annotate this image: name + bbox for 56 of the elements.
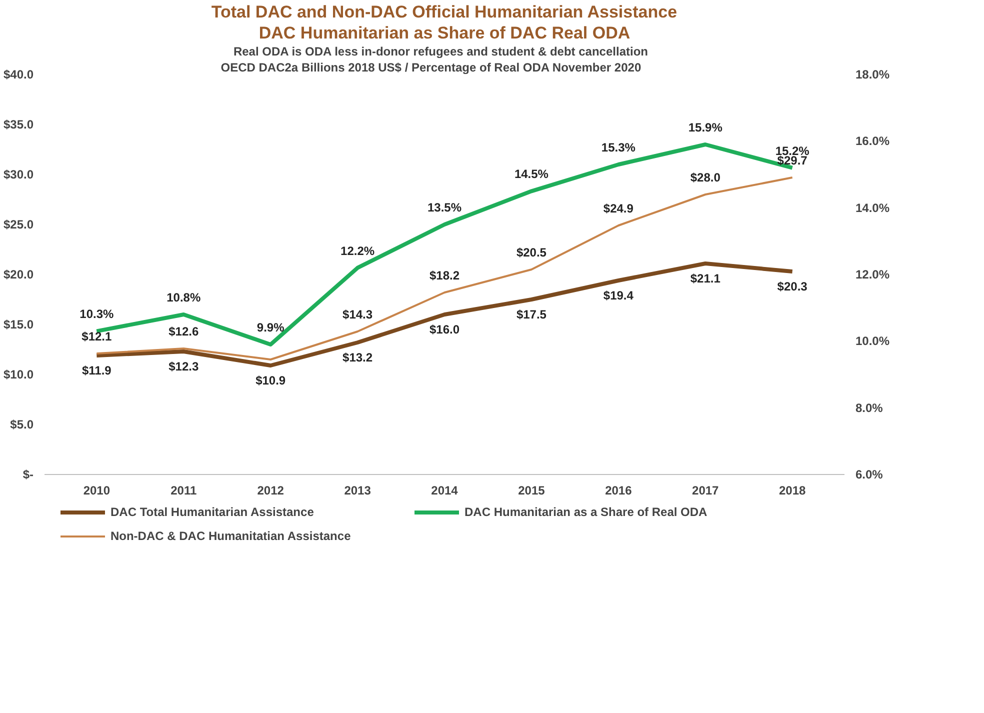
data-label: $18.2	[429, 268, 460, 282]
y-tick-label: $15.0	[3, 318, 34, 332]
legend-label: Non-DAC & DAC Humanitatian Assistance	[110, 529, 352, 543]
data-label: $20.3	[777, 280, 808, 294]
y2-tick-label: 6.0%	[856, 468, 884, 482]
y-tick-label: $5.0	[10, 418, 34, 432]
data-label: $13.2	[342, 350, 373, 364]
data-label: $12.3	[168, 360, 199, 374]
y2-tick-label: 14.0%	[856, 200, 890, 215]
y2-tick-label: 16.0%	[856, 134, 890, 148]
data-label: $11.9	[82, 364, 112, 378]
data-label: 10.8%	[166, 290, 201, 304]
data-label: 15.9%	[688, 120, 723, 134]
x-tick-label: 2015	[518, 484, 546, 498]
y2-tick-label: 18.0%	[856, 68, 890, 82]
data-label: $28.0	[690, 170, 721, 184]
y-tick-label: $-	[22, 468, 34, 482]
data-label: 9.9%	[256, 320, 285, 334]
data-label: $20.5	[516, 246, 547, 260]
y-tick-label: $10.0	[3, 368, 34, 382]
data-label: 15.3%	[601, 140, 636, 154]
y-tick-label: $30.0	[3, 168, 34, 182]
annotation: OECD DAC2a Billions 2018 US$ / Percentage of Real ODA November 2020	[220, 60, 642, 74]
x-tick-label: 2013	[344, 484, 372, 498]
x-tick-label: 2017	[692, 484, 720, 498]
y-tick-label: $25.0	[3, 218, 34, 232]
y2-tick-label: 12.0%	[856, 268, 890, 282]
y2-tick-label: 10.0%	[856, 334, 890, 348]
y-tick-label: $35.0	[3, 118, 34, 132]
y2-tick-label: 8.0%	[856, 400, 884, 415]
data-label: $17.5	[516, 308, 547, 322]
data-label: $14.3	[342, 308, 373, 322]
data-label: $19.4	[603, 288, 634, 302]
y-tick-label: $40.0	[3, 68, 34, 82]
data-label: $21.1	[690, 272, 721, 286]
data-label: 10.3%	[80, 307, 114, 322]
data-label: $16.0	[429, 322, 460, 336]
x-tick-label: 2012	[257, 484, 284, 498]
legend-label: DAC Total Humanitarian Assistance	[110, 505, 315, 519]
chart-subtitle: DAC Humanitarian as Share of DAC Real ODA	[258, 24, 630, 42]
data-label: $12.6	[168, 324, 199, 338]
data-label: $12.1	[82, 330, 112, 344]
chart-title: Total DAC and Non-DAC Official Humanitarian Assistance	[211, 2, 678, 22]
text: Real ODA is ODA less in-donor refugees and student & debt cancellation	[233, 44, 648, 58]
y-tick-label: $20.0	[3, 268, 34, 282]
x-tick-label: 2010	[83, 484, 110, 498]
x-tick-label: 2014	[431, 484, 458, 498]
data-label: $24.9	[603, 202, 634, 216]
data-label: 13.5%	[427, 200, 462, 214]
legend-label: DAC Humanitarian as a Share of Real ODA	[464, 505, 708, 519]
x-tick-label: 2016	[605, 484, 632, 498]
data-label: 14.5%	[514, 167, 549, 182]
x-tick-label: 2011	[170, 484, 197, 498]
data-label: 12.2%	[340, 244, 375, 258]
data-label: $10.9	[256, 374, 286, 388]
x-tick-label: 2018	[778, 484, 806, 498]
